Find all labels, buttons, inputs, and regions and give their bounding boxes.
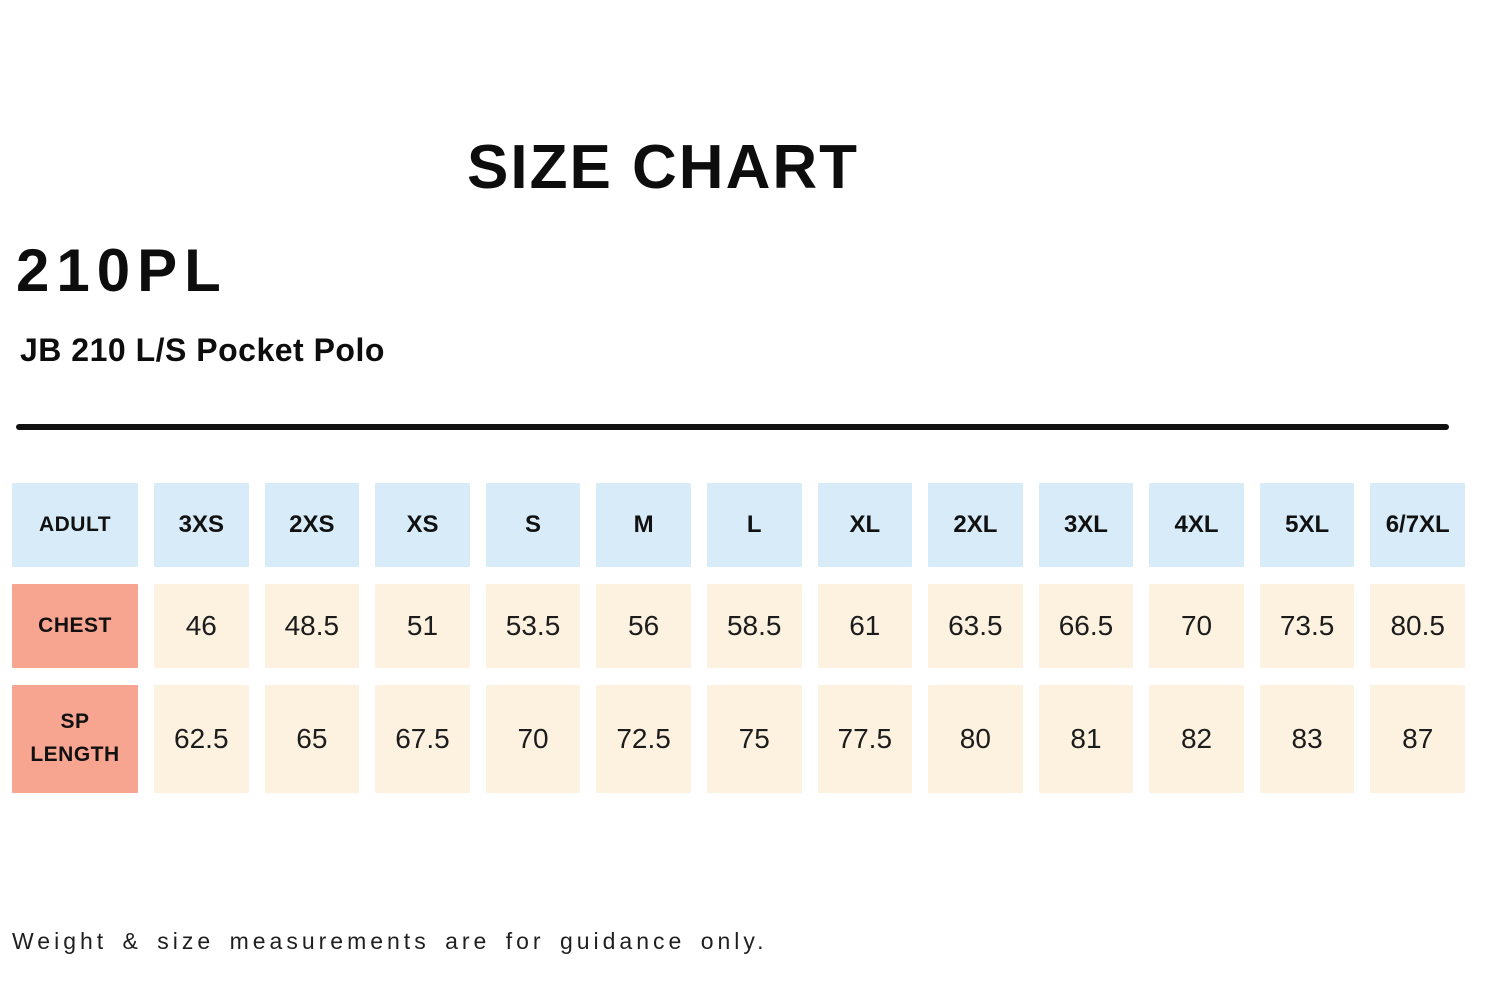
size-column-header-xl: XL — [817, 483, 913, 567]
chest-value-xl: 61 — [817, 584, 913, 668]
table-corner-adult: ADULT — [12, 483, 138, 567]
sp-length-value-xl: 77.5 — [817, 685, 913, 793]
size-column-header-4xl: 4XL — [1149, 483, 1244, 567]
chest-value-2xl: 63.5 — [928, 584, 1023, 668]
sp-length-value-5xl: 83 — [1259, 685, 1355, 793]
size-column-header-2xs: 2XS — [264, 483, 360, 567]
page-title: SIZE CHART — [467, 133, 859, 202]
chest-value-l: 58.5 — [706, 584, 802, 668]
chest-value-67xl: 80.5 — [1370, 584, 1465, 668]
divider-line — [16, 424, 1449, 430]
size-column-header-l: L — [706, 483, 802, 567]
sp-length-value-3xs: 62.5 — [154, 685, 249, 793]
sp-length-value-m: 72.5 — [596, 685, 691, 793]
chest-value-xs: 51 — [375, 584, 470, 668]
chest-value-5xl: 73.5 — [1259, 584, 1355, 668]
sp-length-value-3xl: 81 — [1038, 685, 1134, 793]
chest-value-m: 56 — [596, 584, 691, 668]
size-table: ADULT 3XS 2XS XS S M L XL 2XL 3XL 4XL 5X… — [12, 483, 1465, 793]
size-column-header-3xl: 3XL — [1038, 483, 1134, 567]
sp-length-value-67xl: 87 — [1370, 685, 1465, 793]
chest-value-2xs: 48.5 — [264, 584, 360, 668]
chest-value-4xl: 70 — [1149, 584, 1244, 668]
sp-length-value-2xs: 65 — [264, 685, 360, 793]
product-code: 210PL — [16, 237, 228, 304]
sp-length-value-2xl: 80 — [928, 685, 1023, 793]
sp-length-value-4xl: 82 — [1149, 685, 1244, 793]
chest-value-s: 53.5 — [485, 584, 581, 668]
row-label-sp-length: SP LENGTH — [12, 685, 138, 793]
product-name: JB 210 L/S Pocket Polo — [20, 332, 385, 368]
sp-length-value-s: 70 — [485, 685, 581, 793]
size-column-header-xs: XS — [375, 483, 470, 567]
size-column-header-2xl: 2XL — [928, 483, 1023, 567]
size-column-header-3xs: 3XS — [154, 483, 249, 567]
sp-length-value-l: 75 — [706, 685, 802, 793]
size-column-header-67xl: 6/7XL — [1370, 483, 1465, 567]
guidance-note: Weight & size measurements are for guida… — [12, 928, 768, 954]
sp-length-value-xs: 67.5 — [375, 685, 470, 793]
size-column-header-m: M — [596, 483, 691, 567]
size-column-header-s: S — [485, 483, 581, 567]
chest-value-3xl: 66.5 — [1038, 584, 1134, 668]
row-label-chest: CHEST — [12, 584, 138, 668]
chest-value-3xs: 46 — [154, 584, 249, 668]
size-column-header-5xl: 5XL — [1259, 483, 1355, 567]
